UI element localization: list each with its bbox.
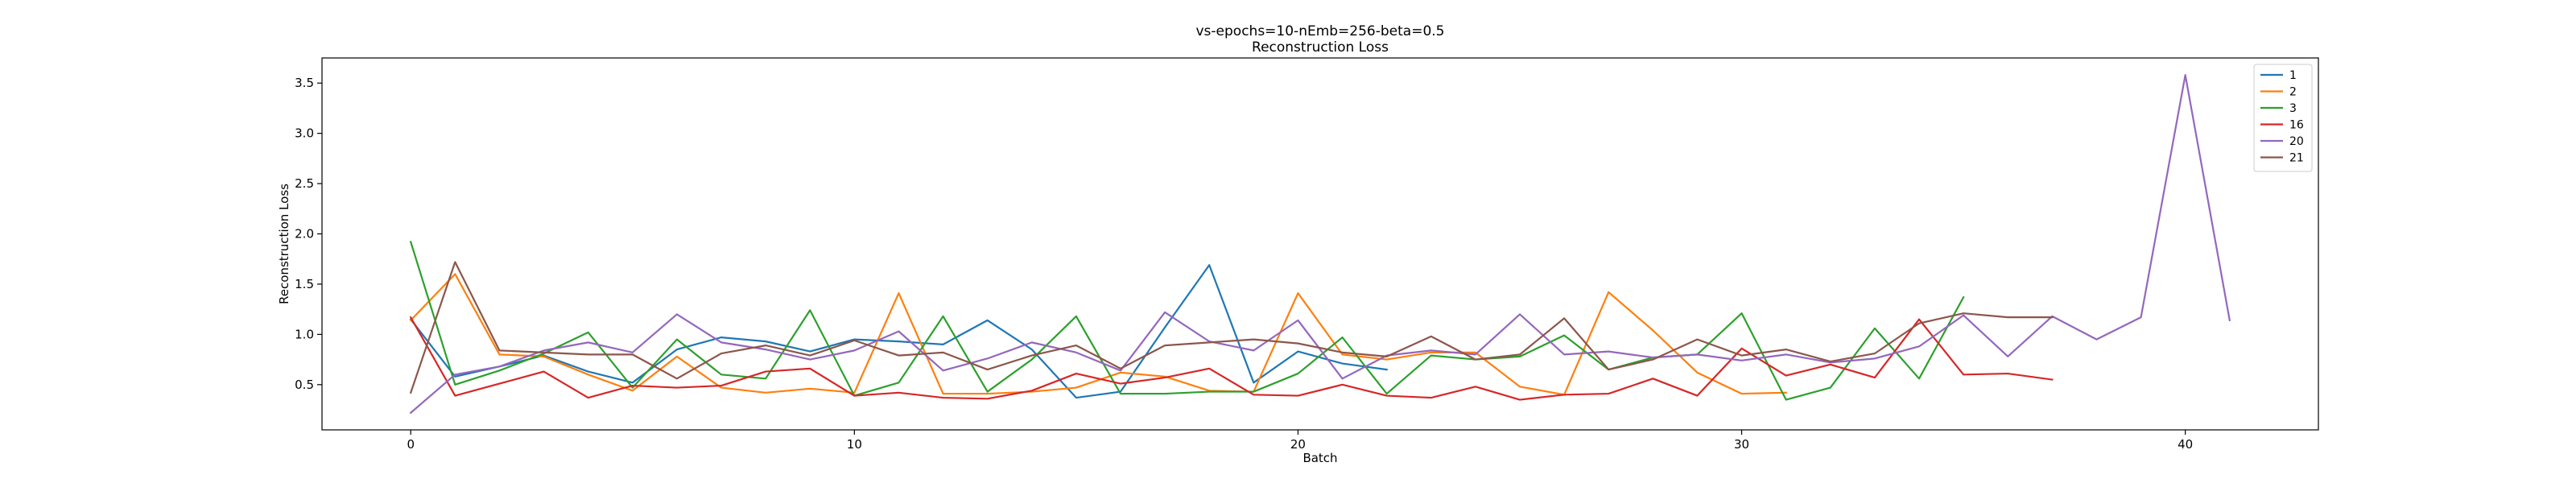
series-line-3 [409, 241, 1965, 401]
x-tick-label: 10 [847, 437, 862, 452]
y-axis-label: Reconstruction Loss [277, 184, 291, 304]
series-line-20 [409, 74, 2231, 415]
x-tick-label: 20 [1290, 437, 1306, 452]
chart-subtitle: Reconstruction Loss [1252, 39, 1389, 56]
x-tick-label: 30 [1734, 437, 1749, 452]
legend-label-16: 16 [2289, 119, 2304, 132]
x-tick-label: 0 [407, 437, 415, 452]
legend-label-2: 2 [2289, 86, 2297, 99]
y-tick-label: 0.5 [295, 378, 314, 392]
y-tick-label: 1.5 [295, 277, 314, 291]
series-line-2 [409, 273, 1787, 396]
series-layer [409, 74, 2231, 415]
legend: 1 2 3 16 20 21 [2253, 64, 2313, 172]
y-tick-label: 2.5 [295, 176, 314, 191]
plot-background [322, 58, 2318, 430]
x-tick-label: 40 [2178, 437, 2193, 452]
chart-title: vs-epochs=10-nEmb=256-beta=0.5 [1196, 23, 1445, 39]
y-tick-label: 3.5 [295, 76, 314, 90]
y-tick-label: 3.0 [295, 126, 314, 141]
x-axis: 0 10 20 30 40 [407, 430, 2193, 452]
y-axis: 0.5 1.0 1.5 2.0 2.5 3.0 3.5 [295, 76, 322, 392]
y-tick-label: 1.0 [295, 327, 314, 341]
legend-label-1: 1 [2289, 69, 2297, 82]
series-line-16 [409, 316, 2054, 401]
series-line-1 [409, 264, 1388, 399]
plot-frame [321, 57, 2319, 431]
legend-label-20: 20 [2289, 135, 2304, 148]
x-axis-label: Batch [1302, 451, 1337, 465]
legend-label-21: 21 [2289, 152, 2304, 165]
y-tick-label: 2.0 [295, 227, 314, 242]
series-line-21 [409, 261, 2054, 394]
legend-label-3: 3 [2289, 102, 2297, 115]
